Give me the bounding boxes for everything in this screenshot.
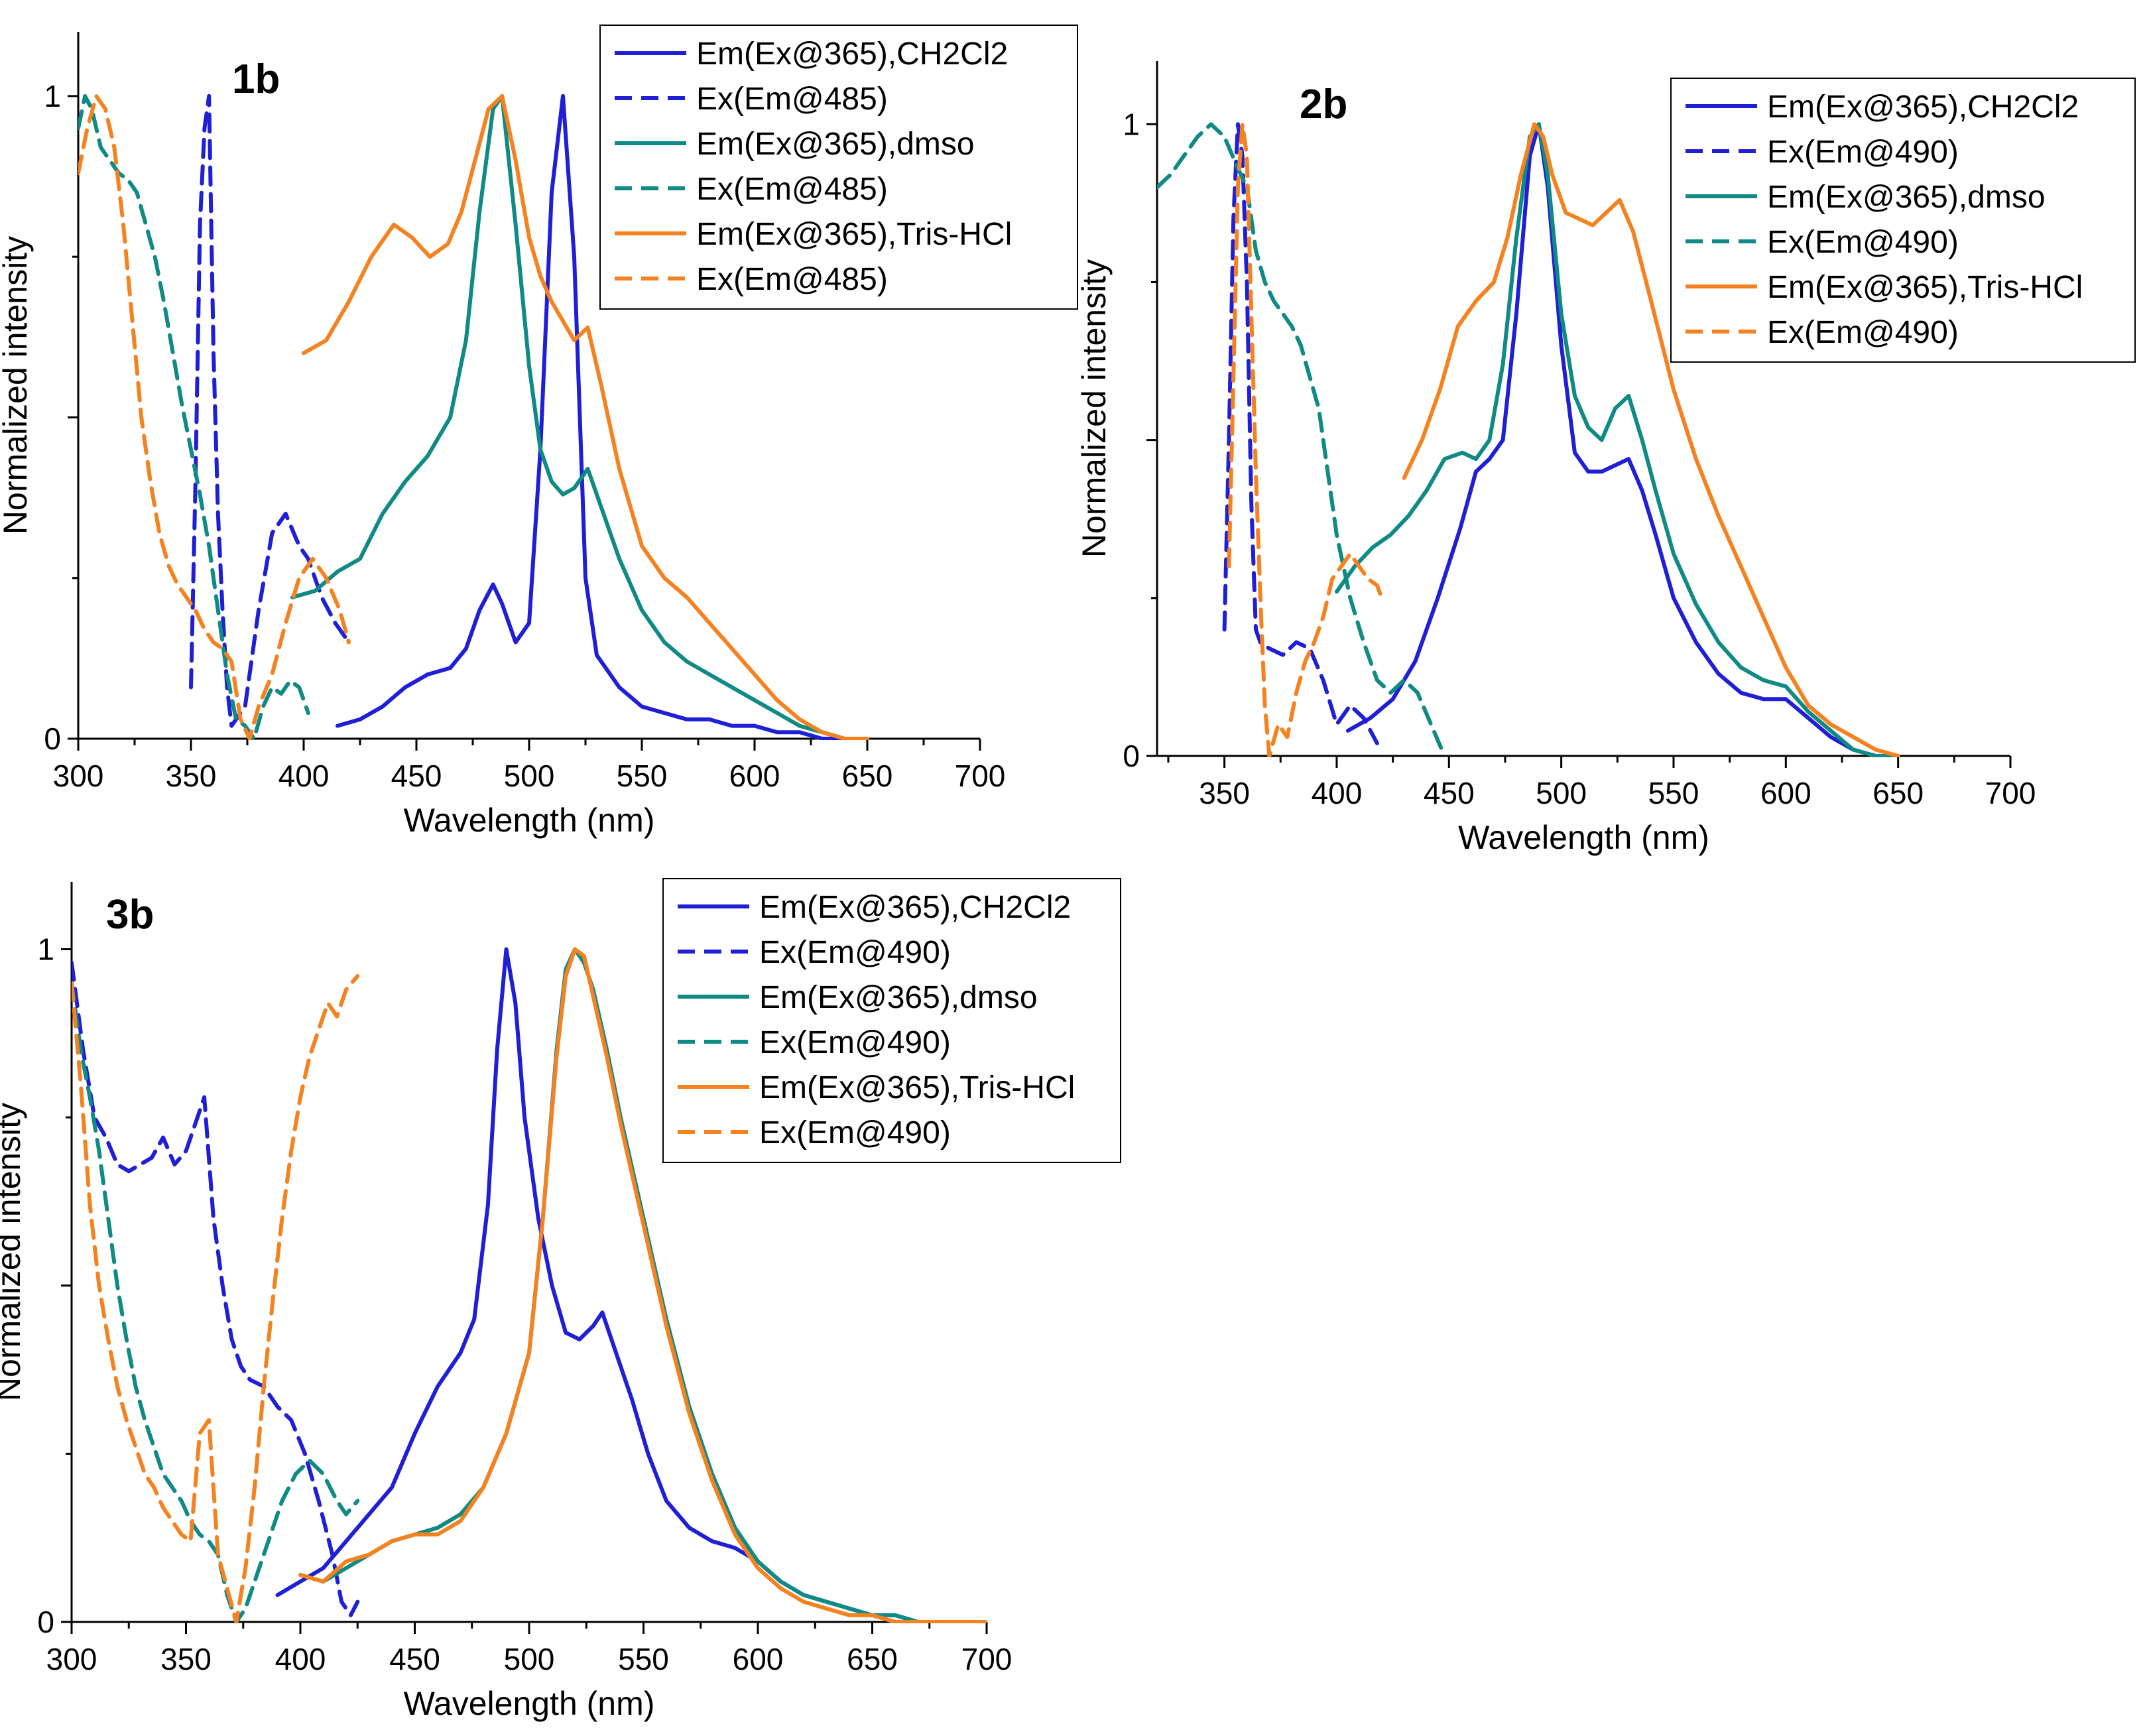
legend-box — [1670, 78, 2136, 363]
series-line-4 — [1157, 122, 1447, 757]
legend-entry: Em(Ex@365),CH2Cl2 — [696, 36, 1008, 72]
series-line-3 — [1334, 122, 1900, 757]
x-tick-label: 300 — [46, 1642, 97, 1676]
legend-entry: Ex(Em@490) — [759, 935, 951, 970]
legend-entry: Em(Ex@365),Tris-HCl — [1767, 270, 2083, 305]
x-axis-label: Wavelength (nm) — [404, 1685, 655, 1722]
x-tick-label: 300 — [53, 759, 104, 793]
legend-entry: Ex(Em@490) — [1767, 135, 1959, 170]
x-tick-label: 500 — [504, 759, 555, 793]
legend: Em(Ex@365),CH2Cl2 Ex(Em@485) Em(Ex@365),dm… — [599, 25, 1078, 310]
x-tick-label: 550 — [618, 1642, 669, 1676]
legend: Em(Ex@365),CH2Cl2 Ex(Em@490) Em(Ex@365),dm… — [662, 878, 1121, 1163]
series-line-6 — [1227, 122, 1384, 757]
x-tick-label: 700 — [955, 759, 1006, 793]
series-line-5 — [298, 947, 987, 1623]
series-line-2 — [72, 960, 360, 1617]
legend-entry: Em(Ex@365),dmso — [759, 980, 1038, 1015]
x-tick-label: 450 — [389, 1642, 440, 1676]
legend-entry: Ex(Em@490) — [1767, 315, 1959, 350]
legend: Em(Ex@365),CH2Cl2 Ex(Em@490) Em(Ex@365),dm… — [1670, 78, 2136, 363]
chart-panel-3b: 300 350 400 450 500 550 600 650 700 0 1 Wavelength … — [0, 878, 1121, 1722]
y-axis-label: Normalized intensity — [0, 236, 34, 534]
y-tick-label: 0 — [1123, 739, 1140, 773]
x-tick-label: 650 — [842, 759, 893, 793]
series-line-5 — [1402, 122, 1900, 757]
panel-title: 3b — [106, 892, 154, 938]
legend-entry: Ex(Em@490) — [759, 1115, 951, 1150]
y-tick-label: 0 — [37, 1605, 54, 1639]
chart-panel-2b: 350 400 450 500 550 600 650 700 0 1 Wavelength (nm… — [1075, 61, 2136, 856]
x-tick-label: 550 — [1648, 776, 1699, 810]
x-tick-label: 600 — [733, 1642, 784, 1676]
legend-entry: Em(Ex@365),Tris-HCl — [696, 217, 1012, 252]
y-tick-label: 1 — [1123, 107, 1140, 141]
x-tick-label: 500 — [504, 1642, 555, 1676]
series-line-5 — [302, 93, 869, 740]
series-line-4 — [78, 93, 310, 740]
y-tick-label: 0 — [44, 721, 61, 756]
x-tick-label: 550 — [617, 759, 668, 793]
x-tick-label: 700 — [961, 1642, 1012, 1676]
y-axis-label: Normalized intensity — [1075, 259, 1113, 558]
legend-entry: Ex(Em@485) — [696, 82, 888, 117]
series-line-1 — [1345, 122, 1900, 757]
x-axis-label: Wavelength (nm) — [404, 802, 655, 839]
x-tick-label: 400 — [278, 759, 330, 793]
chart-panel-1b: 300 350 400 450 500 550 600 650 700 0 1 Wavelength … — [0, 25, 1078, 839]
x-tick-label: 600 — [1760, 776, 1811, 810]
legend-entry: Ex(Em@485) — [696, 172, 888, 207]
x-tick-label: 500 — [1536, 776, 1587, 810]
series-line-6 — [78, 93, 351, 740]
x-axis-label: Wavelength (nm) — [1458, 819, 1709, 856]
x-tick-label: 400 — [1312, 776, 1363, 810]
x-tick-label: 350 — [1199, 776, 1250, 810]
legend-box — [599, 25, 1078, 310]
series-line-3 — [290, 93, 869, 740]
legend-entry: Em(Ex@365),dmso — [1767, 180, 2046, 215]
legend-box — [662, 878, 1121, 1163]
legend-entry: Em(Ex@365),CH2Cl2 — [1767, 90, 2079, 125]
y-tick-label: 1 — [37, 932, 54, 966]
y-tick-label: 1 — [44, 79, 61, 113]
x-tick-label: 350 — [160, 1642, 212, 1676]
series-line-1 — [336, 93, 869, 740]
legend-entry: Ex(Em@485) — [696, 262, 888, 297]
x-tick-label: 400 — [275, 1642, 326, 1676]
x-tick-label: 650 — [1872, 776, 1924, 810]
legend-entry: Em(Ex@365),dmso — [696, 127, 975, 162]
series-line-6 — [72, 974, 360, 1623]
x-tick-label: 450 — [1424, 776, 1475, 810]
series-line-2 — [189, 93, 351, 728]
x-tick-label: 700 — [1985, 776, 2036, 810]
series-line-4 — [72, 981, 360, 1623]
legend-entry: Em(Ex@365),Tris-HCl — [759, 1070, 1075, 1105]
x-tick-label: 350 — [166, 759, 217, 793]
y-axis-label: Normalized intensity — [0, 1103, 27, 1401]
x-tick-label: 450 — [391, 759, 442, 793]
series-line-2 — [1222, 122, 1379, 745]
legend-entry: Ex(Em@490) — [759, 1025, 951, 1060]
legend-entry: Ex(Em@490) — [1767, 225, 1959, 260]
panel-title: 2b — [1300, 82, 1347, 127]
legend-entry: Em(Ex@365),CH2Cl2 — [759, 890, 1071, 925]
panel-title: 1b — [232, 56, 280, 102]
x-tick-label: 600 — [729, 759, 780, 793]
x-tick-label: 650 — [847, 1642, 898, 1676]
